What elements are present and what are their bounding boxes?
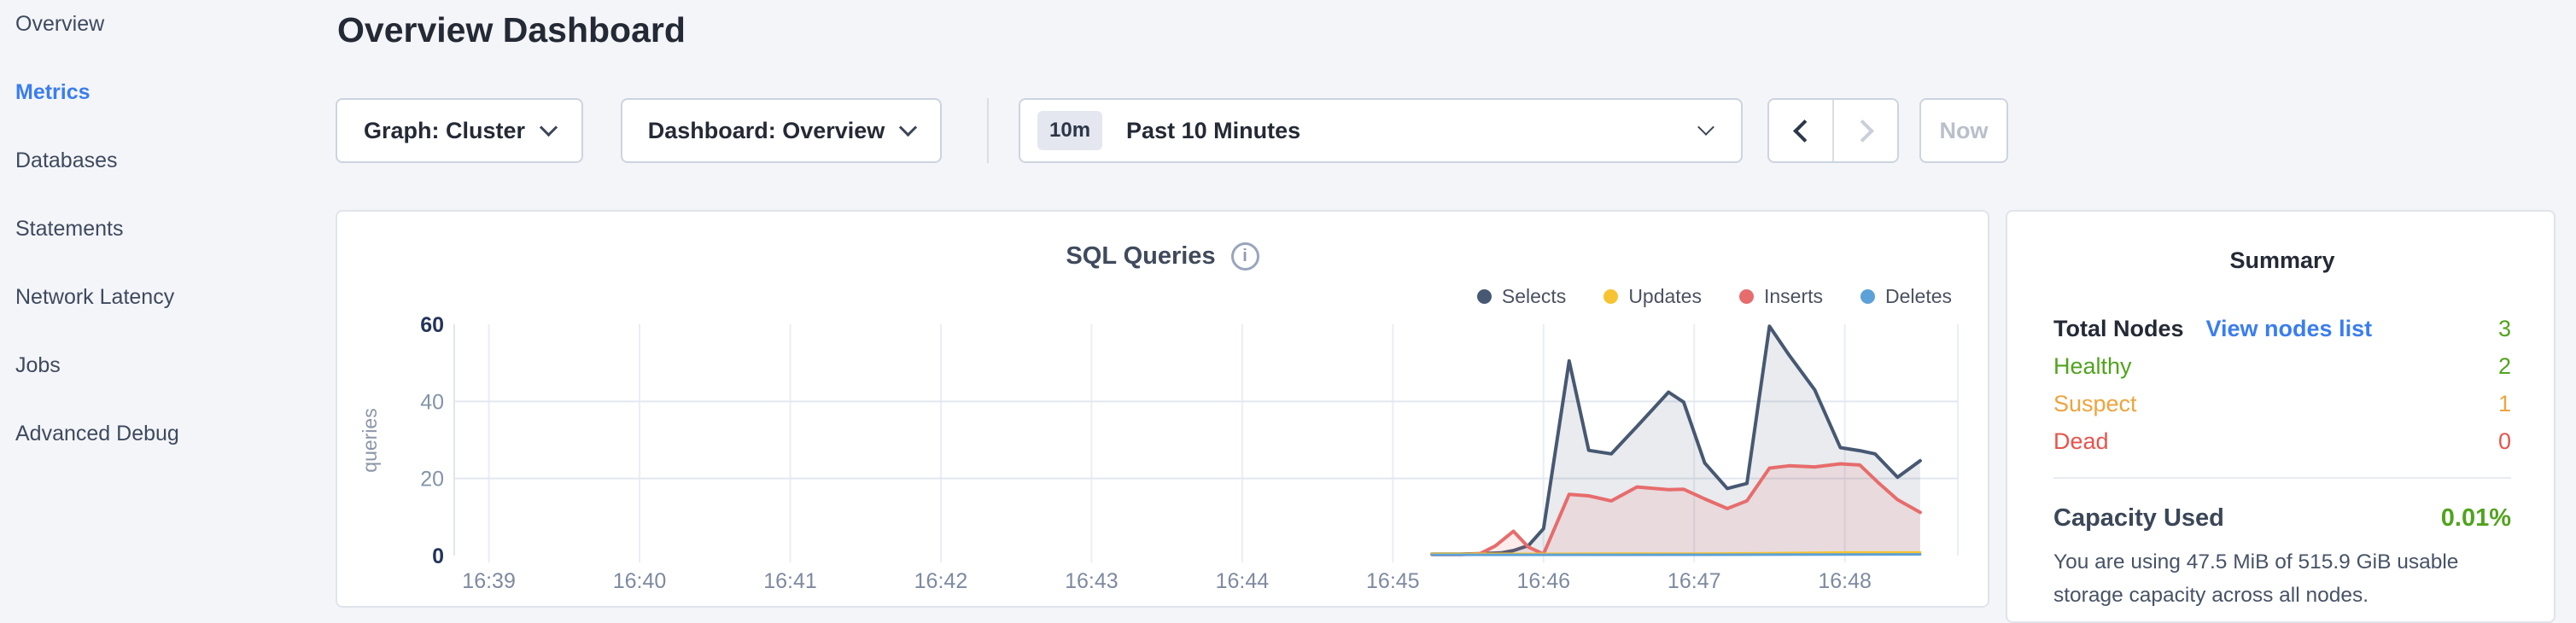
chart-title: SQL Queries [1066,242,1216,270]
series-inserts-line [1430,462,1922,556]
status-value: 2 [2497,352,2511,379]
node-status-rows: Total Nodes View nodes list 3 Healthy 2 Su… [2053,310,2511,460]
chart-legend: Selects Updates Inserts Deletes [1476,285,1952,308]
sidebar-item-databases[interactable]: Databases [15,148,118,172]
x-tick-label: 16:48 [1818,569,1872,593]
x-tick-label: 16:40 [613,569,667,593]
legend-dot [1860,289,1876,304]
chevron-down-icon [1697,119,1714,136]
dashboard-dropdown[interactable]: Dashboard: Overview [621,98,942,163]
status-value: 0 [2497,428,2511,454]
time-window-selector[interactable]: 10m Past 10 Minutes [1019,98,1743,163]
x-tick-label: 16:39 [462,569,516,593]
x-tick-label: 16:46 [1516,569,1570,593]
x-tick-label: 16:42 [914,569,968,593]
previous-time-button[interactable] [1769,100,1832,161]
sidebar-item-jobs[interactable]: Jobs [15,353,61,377]
x-tick-label: 16:44 [1216,569,1270,593]
summary-row-total-nodes: Total Nodes View nodes list 3 [2053,310,2511,347]
y-tick-label: 40 [420,390,444,414]
legend-item-selects[interactable]: Selects [1476,285,1567,308]
summary-row-suspect: Suspect 1 [2053,385,2511,422]
graph-dropdown[interactable]: Graph: Cluster [336,98,583,163]
sidebar-item-overview[interactable]: Overview [15,12,105,36]
time-window-badge: 10m [1037,111,1103,150]
legend-dot [1476,289,1492,304]
chevron-right-icon [1850,119,1874,143]
legend-label: Inserts [1763,285,1824,307]
sidebar-item-network-latency[interactable]: Network Latency [15,285,175,309]
time-step-controls [1767,98,1899,163]
x-tick-label: 16:45 [1366,569,1420,593]
capacity-used-row: Capacity Used 0.01% [2053,499,2511,537]
now-button[interactable]: Now [1919,98,2008,163]
graph-dropdown-label: Graph: Cluster [363,117,526,143]
status-value: 1 [2497,390,2511,416]
total-nodes-label: Total Nodes [2053,315,2184,341]
status-label: Dead [2053,428,2109,454]
status-label: Healthy [2053,352,2132,379]
y-tick-label: 60 [420,313,444,337]
legend-dot [1738,289,1754,304]
sql-queries-card: 16:39 16:40 16:41 16:42 16:43 16:44 16:45 16:46… [336,210,1989,608]
summary-panel: Summary Total Nodes View nodes list 3 He… [2006,210,2556,623]
legend-item-updates[interactable]: Updates [1603,285,1702,308]
view-nodes-list-link[interactable]: View nodes list [2205,315,2373,341]
y-tick-label: 0 [432,544,444,568]
legend-item-deletes[interactable]: Deletes [1860,285,1952,308]
page-title: Overview Dashboard [337,10,686,49]
x-tick-label: 16:47 [1668,569,1721,593]
sidebar-item-statements[interactable]: Statements [15,217,124,241]
chart-title-row: SQL Queries i [337,242,1988,271]
chevron-left-icon [1792,119,1816,143]
series-deletes-line [1430,553,1922,556]
summary-divider [2053,477,2511,479]
series-selects-line [1430,324,1922,556]
legend-item-inserts[interactable]: Inserts [1738,285,1824,308]
series-selects-area [1432,326,1920,556]
capacity-used-label: Capacity Used [2053,504,2224,532]
next-time-button[interactable] [1832,100,1897,161]
legend-dot [1603,289,1619,304]
y-axis-title: queries [359,408,381,472]
x-tick-label: 16:41 [763,569,817,593]
legend-label: Updates [1628,285,1702,307]
sidebar-item-advanced-debug[interactable]: Advanced Debug [15,422,179,445]
legend-label: Deletes [1885,285,1952,307]
summary-title: Summary [2229,247,2335,273]
legend-label: Selects [1501,285,1567,307]
total-nodes-value: 3 [2497,315,2511,341]
time-window-label: Past 10 Minutes [1126,117,1301,143]
sidebar: Overview Metrics Databases Statements Networ… [0,0,333,623]
y-tick-label: 20 [420,468,444,492]
capacity-description: You are using 47.5 MiB of 515.9 GiB usab… [2053,550,2459,607]
dashboard-dropdown-label: Dashboard: Overview [647,117,885,143]
chevron-down-icon [539,118,558,137]
capacity-used-value: 0.01% [2440,504,2511,532]
sidebar-item-metrics[interactable]: Metrics [15,80,91,104]
sql-queries-plot[interactable]: 16:39 16:40 16:41 16:42 16:43 16:44 16:45 16:46… [337,212,1988,606]
summary-row-healthy: Healthy 2 [2053,347,2511,385]
status-label: Suspect [2053,390,2137,416]
chevron-down-icon [899,118,918,137]
x-tick-label: 16:43 [1065,569,1119,593]
summary-row-dead: Dead 0 [2053,422,2511,460]
toolbar-divider [987,98,989,163]
info-circle-icon[interactable]: i [1230,242,1259,271]
